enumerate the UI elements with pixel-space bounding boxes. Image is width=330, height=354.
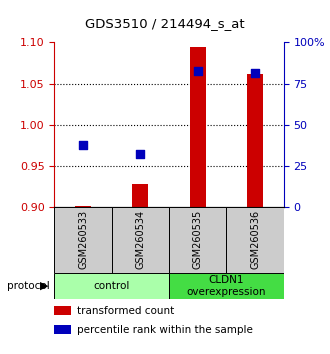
Point (138, 151, 143, 156)
Text: GSM260536: GSM260536 (250, 210, 260, 269)
Bar (226, 207, 284, 273)
Bar (169, 273, 284, 299)
Point (195, 68, 200, 74)
Text: protocol: protocol (7, 281, 50, 291)
Bar (169, 207, 226, 273)
Bar (75, 206, 91, 207)
Text: GSM260534: GSM260534 (135, 210, 146, 269)
Text: percentile rank within the sample: percentile rank within the sample (77, 325, 253, 335)
Bar (112, 207, 169, 273)
Text: ▶: ▶ (40, 281, 49, 291)
Bar (54, 207, 112, 273)
Point (252, 70, 258, 76)
Text: control: control (94, 281, 130, 291)
Bar (54, 325, 71, 334)
Text: GDS3510 / 214494_s_at: GDS3510 / 214494_s_at (85, 17, 245, 30)
Bar (132, 184, 148, 207)
Bar (54, 306, 71, 315)
Point (81, 143, 86, 148)
Text: GSM260535: GSM260535 (193, 210, 203, 269)
Text: CLDN1
overexpression: CLDN1 overexpression (187, 275, 266, 297)
Bar (190, 47, 206, 207)
Bar (247, 74, 263, 207)
Text: transformed count: transformed count (77, 306, 175, 316)
Bar (54, 273, 169, 299)
Text: GSM260533: GSM260533 (78, 210, 88, 269)
